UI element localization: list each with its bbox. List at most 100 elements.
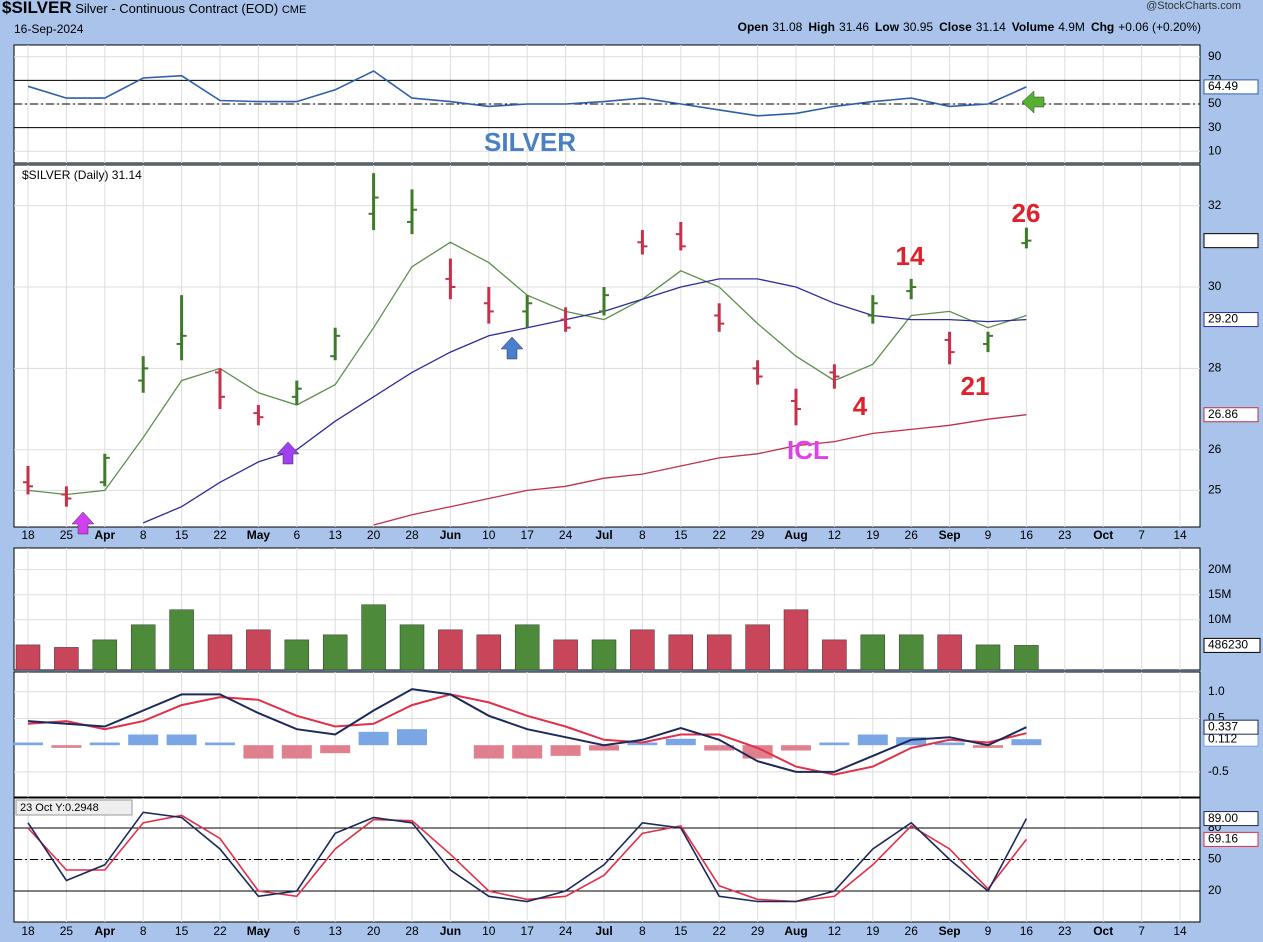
x-tick-label: Aug — [784, 924, 807, 938]
x-tick-label: 6 — [293, 924, 300, 938]
volume-bar — [783, 609, 809, 671]
histogram-bar — [973, 745, 1003, 748]
histogram-bar — [320, 745, 351, 754]
value-tag-box — [1203, 79, 1259, 95]
volume-bar — [476, 634, 502, 671]
x-tick-label: 18 — [21, 924, 35, 938]
x-tick-label: Apr — [94, 528, 115, 542]
volume-bar — [514, 624, 540, 671]
x-tick-label: 23 — [1058, 528, 1072, 542]
histogram-bar — [742, 745, 773, 759]
x-tick-label: 19 — [866, 924, 880, 938]
volume-bar — [169, 609, 194, 671]
x-tick-label: 10 — [482, 528, 496, 542]
value-tag-box — [1203, 811, 1259, 827]
histogram-bar — [13, 742, 43, 746]
volume-bar — [92, 639, 118, 671]
quote-value: 4.9M — [1058, 20, 1085, 34]
x-tick-label: 25 — [60, 528, 74, 542]
x-tick-label: Oct — [1093, 528, 1113, 542]
y-tick-label: 32 — [1208, 198, 1222, 212]
quote-label: Chg — [1090, 20, 1115, 34]
volume-bar — [130, 624, 156, 671]
histogram-bar — [665, 738, 696, 746]
x-tick-label: 20 — [367, 528, 381, 542]
x-tick-label: 17 — [521, 528, 535, 542]
value-tag-box — [1203, 233, 1259, 249]
histogram-bar — [205, 742, 235, 746]
volume-bar — [860, 634, 886, 671]
value-tag: 29.20 — [1208, 312, 1238, 326]
panel — [13, 164, 1201, 528]
x-tick-label: 9 — [985, 528, 992, 542]
x-tick-label: Sep — [939, 924, 961, 938]
x-tick-label: May — [247, 924, 271, 938]
annotation: ICL — [787, 435, 829, 465]
x-tick-label: 22 — [213, 924, 227, 938]
histogram-bar — [281, 745, 312, 759]
line-series — [27, 814, 1028, 903]
histogram-bar — [512, 745, 543, 759]
x-tick-label: May — [247, 528, 271, 542]
quote-value: 31.46 — [839, 20, 870, 34]
volume-bar — [630, 629, 655, 671]
x-tick-label: Oct — [1093, 924, 1113, 938]
x-tick-label: Sep — [939, 528, 961, 542]
x-tick-label: 24 — [559, 924, 573, 938]
volume-bar — [246, 629, 271, 671]
x-tick-label: 28 — [405, 924, 419, 938]
volume-bar — [975, 644, 1001, 671]
x-tick-label: 15 — [175, 528, 189, 542]
panel — [13, 671, 1201, 798]
date: 16-Sep-2024 — [14, 22, 84, 36]
quote-label: Low — [875, 20, 900, 34]
histogram-bar — [358, 731, 389, 746]
value-tag: 69.16 — [1208, 832, 1238, 846]
x-tick-label: 23 — [1058, 924, 1072, 938]
quote-value: 31.08 — [772, 20, 803, 34]
x-tick-label: 9 — [985, 924, 992, 938]
x-tick-label: 17 — [521, 924, 535, 938]
histogram-bar — [1011, 739, 1042, 746]
histogram-bar — [128, 734, 159, 746]
y-tick-label: 10 — [1208, 143, 1222, 157]
histogram-bar — [627, 742, 658, 746]
y-tick-label: 20 — [1208, 883, 1222, 897]
y-tick-label: 1.0 — [1208, 684, 1225, 698]
arrow — [500, 336, 524, 360]
histogram-bar — [589, 745, 619, 751]
x-tick-label: Jul — [595, 528, 612, 542]
volume-bar — [553, 639, 578, 671]
y-tick-label: 30 — [1208, 120, 1222, 134]
value-tag: 64.49 — [1208, 79, 1238, 93]
value-tag: 89.00 — [1208, 811, 1238, 825]
x-tick-label: Jul — [595, 924, 612, 938]
x-tick-label: 12 — [828, 528, 842, 542]
x-tick-label: 22 — [213, 528, 227, 542]
y-tick-label: -0.5 — [1208, 764, 1229, 778]
x-tick-label: 13 — [329, 528, 343, 542]
histogram-bar — [473, 745, 504, 759]
exchange: CME — [281, 4, 307, 16]
volume-bar — [54, 647, 79, 671]
annotation: 26 — [1012, 198, 1041, 228]
y-tick-label: 50 — [1208, 96, 1222, 110]
histogram-bar — [397, 729, 427, 746]
x-tick-label: Jun — [440, 924, 461, 938]
line-series — [27, 693, 1027, 776]
x-tick-label: 15 — [674, 528, 688, 542]
histogram-bar — [243, 745, 274, 759]
x-tick-label: 7 — [1138, 924, 1145, 938]
volume-bar — [591, 639, 617, 671]
x-tick-label: 24 — [559, 528, 573, 542]
quote-label: Volume — [1011, 20, 1055, 34]
volume-bar — [668, 634, 694, 671]
x-tick-label: 26 — [905, 924, 919, 938]
y-tick-label: 50 — [1208, 852, 1222, 866]
arrow — [1021, 90, 1045, 114]
histogram-bar — [934, 742, 965, 746]
x-tick-label: 15 — [674, 924, 688, 938]
histogram-bar — [896, 737, 927, 746]
value-tag: 486230 — [1208, 638, 1248, 652]
x-tick-label: 10 — [482, 924, 496, 938]
